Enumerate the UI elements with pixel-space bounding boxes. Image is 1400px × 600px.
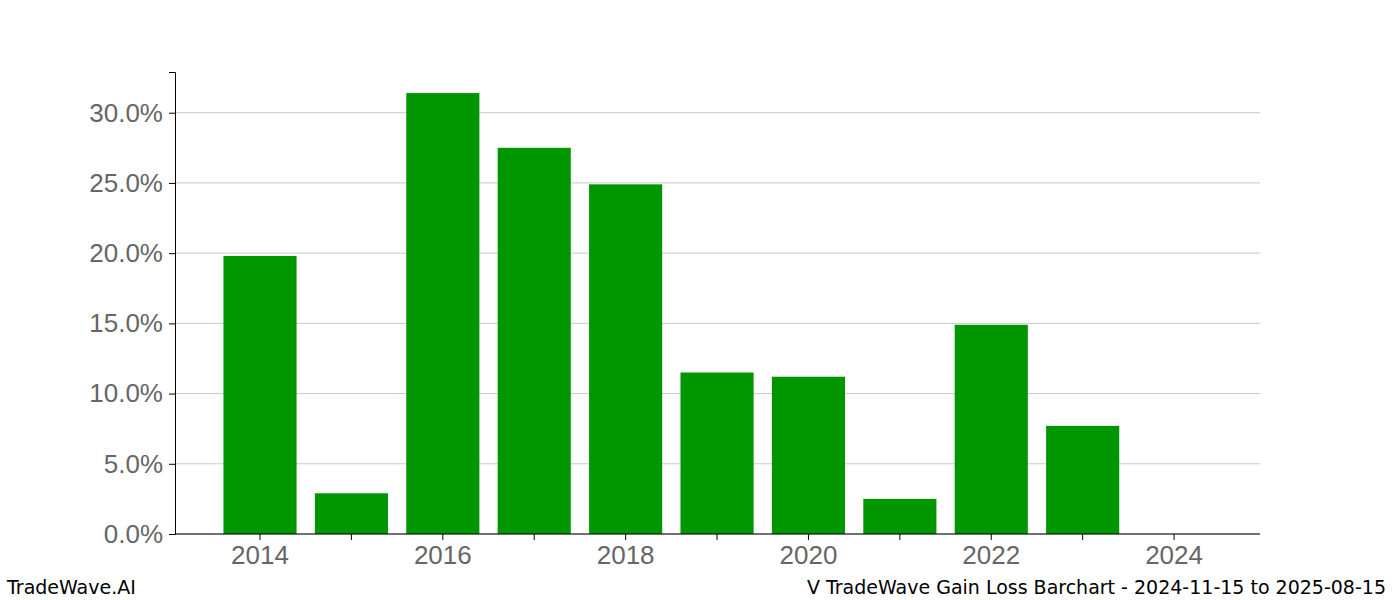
- bar: [955, 325, 1028, 534]
- x-tick-label: 2016: [414, 540, 472, 570]
- x-tick: 2022: [962, 534, 1020, 570]
- x-tick: 2020: [780, 534, 838, 570]
- y-tick: 25.0%: [89, 168, 175, 198]
- x-tick-label: 2024: [1145, 540, 1203, 570]
- y-axis-line: [169, 73, 176, 535]
- x-tick-mark: [260, 534, 261, 540]
- x-tick-mark: [808, 534, 809, 540]
- bars: [223, 93, 1119, 534]
- y-axis: 0.0% 5.0% 10.0% 15.0% 20.0% 25.0% 30.0%: [89, 73, 175, 549]
- x-tick: [534, 534, 535, 540]
- grid-line: [175, 323, 1260, 324]
- x-tick: [899, 534, 900, 540]
- bar: [680, 373, 753, 534]
- y-tick: 20.0%: [89, 238, 175, 268]
- y-tick: 30.0%: [89, 98, 175, 128]
- bar: [315, 493, 388, 534]
- x-tick: 2024: [1145, 534, 1203, 570]
- y-tick-label: 30.0%: [89, 98, 163, 128]
- chart: 0.0%5.0%10.0%15.0%20.0%25.0%30.0%2014201…: [0, 0, 1400, 600]
- x-tick: 2018: [597, 534, 655, 570]
- x-tick-label: 2020: [780, 540, 838, 570]
- y-tick-mark: [169, 113, 175, 114]
- grid-line: [175, 182, 1260, 183]
- x-tick-mark: [534, 534, 535, 540]
- x-tick: 2016: [414, 534, 472, 570]
- grid-line: [175, 253, 1260, 254]
- y-tick-label: 20.0%: [89, 238, 163, 268]
- source: TradeWave.AI: [6, 576, 136, 598]
- y-tick-mark: [169, 534, 175, 535]
- bar: [589, 184, 662, 534]
- bar: [863, 499, 936, 534]
- x-tick-label: 2022: [962, 540, 1020, 570]
- x-tick: [1082, 534, 1083, 540]
- x-tick-label: 2014: [231, 540, 289, 570]
- x-tick-label: 2018: [597, 540, 655, 570]
- y-tick: 15.0%: [89, 308, 175, 338]
- x-tick-mark: [1174, 534, 1175, 540]
- y-tick-mark: [169, 183, 175, 184]
- y-tick-mark: [169, 323, 175, 324]
- x-tick-mark: [1082, 534, 1083, 540]
- x-tick-mark: [991, 534, 992, 540]
- y-tick-mark: [169, 253, 175, 254]
- y-tick-label: 5.0%: [104, 449, 163, 479]
- x-tick: [717, 534, 718, 540]
- grid-line: [175, 112, 1260, 113]
- y-tick-mark: [169, 394, 175, 395]
- bar: [223, 256, 296, 534]
- bar: [406, 93, 479, 534]
- y-tick-label: 10.0%: [89, 378, 163, 408]
- grid: [175, 113, 1260, 534]
- x-tick: [351, 534, 352, 540]
- x-tick-mark: [351, 534, 352, 540]
- x-axis: 2014 2016 2018 2020 2022 2024: [175, 534, 1260, 570]
- y-tick: 5.0%: [104, 449, 175, 479]
- bar: [498, 148, 571, 534]
- x-tick: 2014: [231, 534, 289, 570]
- x-tick-mark: [442, 534, 443, 540]
- title: V TradeWave Gain Loss Barchart - 2024-11…: [807, 576, 1386, 598]
- bar: [772, 377, 845, 534]
- x-tick-mark: [625, 534, 626, 540]
- y-tick-label: 0.0%: [104, 519, 163, 549]
- y-tick-label: 25.0%: [89, 168, 163, 198]
- y-tick: 0.0%: [104, 519, 175, 549]
- x-tick-mark: [717, 534, 718, 540]
- x-tick-mark: [899, 534, 900, 540]
- y-tick: 10.0%: [89, 378, 175, 408]
- bar: [1046, 426, 1119, 534]
- y-tick-label: 15.0%: [89, 308, 163, 338]
- y-tick-mark: [169, 464, 175, 465]
